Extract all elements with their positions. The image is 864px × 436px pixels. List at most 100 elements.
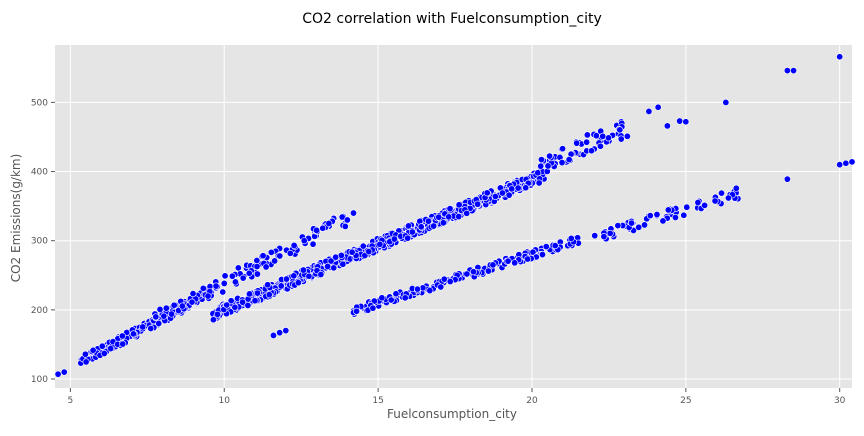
data-point: [558, 159, 566, 167]
data-point: [722, 98, 730, 106]
data-point: [682, 118, 690, 126]
data-point: [544, 162, 552, 170]
data-point: [617, 135, 625, 143]
data-point: [836, 161, 844, 169]
data-point: [724, 194, 732, 202]
data-point: [231, 278, 239, 286]
data-point: [676, 117, 684, 125]
data-point: [522, 184, 530, 192]
data-point: [156, 305, 164, 313]
data-point: [641, 221, 649, 229]
data-point: [119, 340, 127, 348]
data-point: [663, 122, 671, 130]
data-point: [376, 240, 384, 248]
data-point: [168, 310, 176, 318]
data-point: [160, 312, 168, 320]
data-point: [437, 283, 445, 291]
data-point: [219, 288, 227, 296]
data-point: [535, 179, 543, 187]
data-point: [244, 301, 252, 309]
data-point: [267, 248, 275, 256]
data-point: [551, 242, 559, 250]
data-point: [245, 290, 253, 298]
data-point: [339, 260, 347, 268]
data-point: [82, 358, 90, 366]
data-point: [277, 282, 285, 290]
data-points: [54, 53, 856, 378]
data-point: [587, 147, 595, 155]
data-point: [170, 301, 178, 309]
data-point: [332, 253, 340, 261]
data-point: [405, 222, 413, 230]
data-point: [614, 222, 622, 230]
data-point: [701, 201, 709, 209]
data-point: [616, 126, 624, 134]
y-tick-label: 200: [31, 306, 48, 316]
data-point: [251, 297, 259, 305]
data-point: [439, 219, 447, 227]
data-point: [338, 213, 346, 221]
data-point: [604, 134, 612, 142]
data-point: [227, 297, 235, 305]
data-point: [330, 264, 338, 272]
data-point: [317, 271, 325, 279]
data-point: [286, 249, 294, 257]
data-point: [653, 211, 661, 219]
y-axis-ticks: 100 200 300 400 500: [31, 98, 55, 385]
data-point: [848, 158, 856, 166]
data-point: [341, 222, 349, 230]
y-tick-label: 400: [31, 168, 48, 178]
x-tick-label: 30: [834, 396, 846, 406]
data-point: [538, 251, 546, 259]
data-point: [348, 248, 356, 256]
data-point: [265, 291, 273, 299]
data-point: [718, 189, 726, 197]
data-point: [463, 270, 471, 278]
data-point: [54, 370, 62, 378]
data-point: [188, 298, 196, 306]
data-point: [783, 67, 791, 75]
data-point: [107, 345, 115, 353]
data-point: [294, 279, 302, 287]
data-point: [537, 162, 545, 170]
data-point: [463, 209, 471, 217]
data-point: [276, 252, 284, 260]
data-point: [654, 103, 662, 111]
data-point: [600, 233, 608, 241]
data-point: [591, 232, 599, 240]
data-point: [199, 284, 207, 292]
data-point: [498, 189, 506, 197]
data-point: [290, 241, 298, 249]
data-point: [239, 274, 247, 282]
data-point: [659, 217, 667, 225]
data-point: [511, 259, 519, 267]
y-tick-label: 300: [31, 237, 48, 247]
data-point: [546, 152, 554, 160]
data-point: [567, 234, 575, 242]
data-point: [414, 285, 422, 293]
data-point: [390, 235, 398, 243]
data-point: [349, 209, 357, 217]
data-point: [81, 350, 89, 358]
data-point: [711, 197, 719, 205]
data-point: [440, 275, 448, 283]
chart-title: CO2 correlation with Fuelconsumption_cit…: [302, 11, 602, 27]
y-axis-label: CO2 Emissions(g/km): [9, 154, 23, 283]
data-point: [234, 264, 242, 272]
data-point: [118, 332, 126, 340]
x-tick-label: 10: [219, 396, 231, 406]
data-point: [445, 213, 453, 221]
data-point: [319, 224, 327, 232]
data-point: [245, 269, 253, 277]
x-tick-label: 15: [372, 396, 383, 406]
data-point: [489, 261, 497, 269]
data-point: [583, 138, 591, 146]
data-point: [505, 191, 513, 199]
data-point: [583, 131, 591, 139]
data-point: [325, 219, 333, 227]
data-point: [504, 257, 512, 265]
data-point: [189, 290, 197, 298]
y-tick-label: 100: [31, 375, 48, 385]
